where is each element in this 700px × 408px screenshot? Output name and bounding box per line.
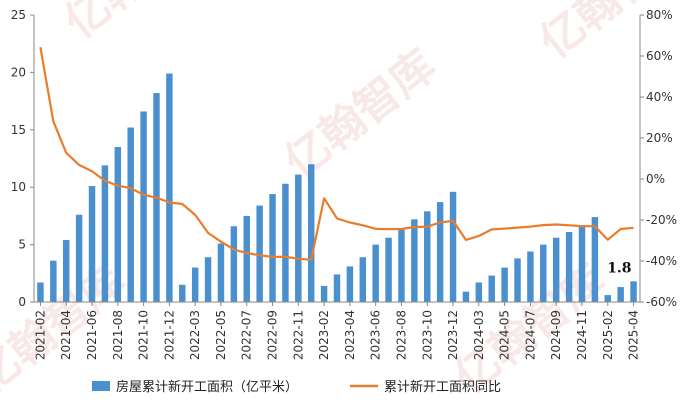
x-tick-label: 2022-05 <box>214 310 228 360</box>
bar-2023-05 <box>359 257 367 302</box>
bar-2023-08 <box>398 228 405 302</box>
x-tick-label: 2024-09 <box>549 310 563 360</box>
y-right-tick-label: -20% <box>646 213 677 227</box>
bar-2021-09 <box>127 127 134 302</box>
bar-2022-04 <box>204 257 212 302</box>
x-tick-label: 2021-02 <box>33 310 47 360</box>
y-right-tick-label: -40% <box>646 254 677 268</box>
bar-2021-03 <box>50 260 57 302</box>
line-series: 1.8 <box>39 47 634 276</box>
bar-2023-11 <box>436 202 444 302</box>
y-right-tick-label: -60% <box>646 295 677 309</box>
x-tick-label: 2021-10 <box>137 310 151 360</box>
x-tick-label: 2023-12 <box>446 310 460 360</box>
bar-2024-08 <box>540 244 547 302</box>
bar-2023-10 <box>424 211 431 302</box>
bar-2022-10 <box>282 183 289 302</box>
x-tick-label: 2022-07 <box>240 310 254 360</box>
bar-2024-10 <box>565 231 573 302</box>
x-tick-label: 2023-08 <box>394 310 408 360</box>
bar-2022-11 <box>295 174 302 302</box>
axes: 0 5 10 15 20 25 80% 60% 40% 20% 0% -20% -40% -60% 2021… <box>11 8 677 360</box>
bar-2024-12 <box>591 217 599 302</box>
watermark-text: 亿翰智库 <box>530 0 700 69</box>
bar-2024-06 <box>514 258 521 302</box>
y-left-tick-label: 15 <box>11 123 26 137</box>
bar-2023-09 <box>411 219 418 302</box>
bar-2024-05 <box>501 267 508 302</box>
bar-2025-04 <box>630 281 637 302</box>
bar-2022-03 <box>191 267 199 302</box>
bar-2024-02 <box>462 291 470 302</box>
legend-line-label: 累计新开工面积同比 <box>384 379 501 395</box>
bar-2021-06 <box>88 186 96 302</box>
x-tick-label: 2022-09 <box>266 310 280 360</box>
bar-2022-02 <box>179 284 186 302</box>
x-tick-label: 2024-07 <box>523 310 537 360</box>
bar-2023-07 <box>385 237 392 302</box>
y-right-tick-label: 20% <box>646 131 673 145</box>
bar-2025-03 <box>617 287 624 302</box>
bar-2021-10 <box>140 111 147 302</box>
y-right-tick-label: 0% <box>646 172 665 186</box>
bar-2022-12 <box>307 164 315 302</box>
y-right-tick-label: 80% <box>646 8 673 22</box>
x-tick-label: 2021-06 <box>85 310 99 360</box>
legend-bar-label: 房屋累计新开工面积（亿平米） <box>116 379 298 395</box>
x-tick-label: 2021-04 <box>59 310 73 360</box>
x-tick-label: 2023-02 <box>317 310 331 360</box>
bar-2023-12 <box>449 191 457 302</box>
bar-2023-06 <box>372 244 379 302</box>
data-label-last: 1.8 <box>607 260 631 276</box>
bar-2021-12 <box>166 73 173 302</box>
bar-2023-04 <box>346 266 354 302</box>
bar-2025-02 <box>604 295 611 302</box>
bar-2024-03 <box>475 282 483 302</box>
bar-2022-07 <box>243 215 250 302</box>
bar-2021-05 <box>75 214 83 302</box>
x-tick-label: 2022-11 <box>291 310 305 360</box>
bar-2024-07 <box>527 251 534 302</box>
bar-2022-05 <box>217 243 225 302</box>
bar-2022-08 <box>256 205 263 302</box>
bar-2024-09 <box>552 237 560 302</box>
x-tick-label: 2023-10 <box>420 310 434 360</box>
bar-2021-07 <box>101 165 109 302</box>
bar-2022-06 <box>230 226 238 302</box>
x-tick-label: 2025-02 <box>601 310 615 360</box>
x-tick-label: 2024-11 <box>575 310 589 360</box>
y-left-tick-label: 5 <box>18 238 26 252</box>
y-right-tick-label: 60% <box>646 49 673 63</box>
y-left-tick-label: 10 <box>11 180 26 194</box>
x-tick-label: 2022-03 <box>188 310 202 360</box>
watermark-text: 亿翰智库 <box>275 40 445 189</box>
bar-2023-03 <box>333 274 341 302</box>
bar-2021-04 <box>63 240 70 302</box>
y-right-tick-label: 40% <box>646 90 673 104</box>
legend-bar-swatch <box>92 381 110 391</box>
bar-2023-02 <box>320 285 328 302</box>
x-tick-label: 2023-06 <box>369 310 383 360</box>
x-tick-label: 2023-04 <box>343 310 357 360</box>
y-left-tick-label: 0 <box>18 295 26 309</box>
bar-2022-09 <box>269 194 276 302</box>
x-tick-label: 2021-08 <box>111 310 125 360</box>
bar-2021-02 <box>37 282 44 302</box>
bar-2021-08 <box>114 147 122 302</box>
y-left-tick-label: 20 <box>11 65 26 79</box>
legend: 房屋累计新开工面积（亿平米） 累计新开工面积同比 <box>92 379 501 395</box>
bar-2024-11 <box>578 225 586 302</box>
x-tick-label: 2025-04 <box>627 310 641 360</box>
x-tick-label: 2024-03 <box>472 310 486 360</box>
line-series-path <box>39 47 634 261</box>
watermark-text: 亿翰智库 <box>55 0 225 49</box>
y-left-tick-label: 25 <box>11 8 26 22</box>
x-tick-label: 2024-05 <box>498 310 512 360</box>
bar-2024-04 <box>488 275 495 302</box>
x-tick-label: 2021-12 <box>162 310 176 360</box>
